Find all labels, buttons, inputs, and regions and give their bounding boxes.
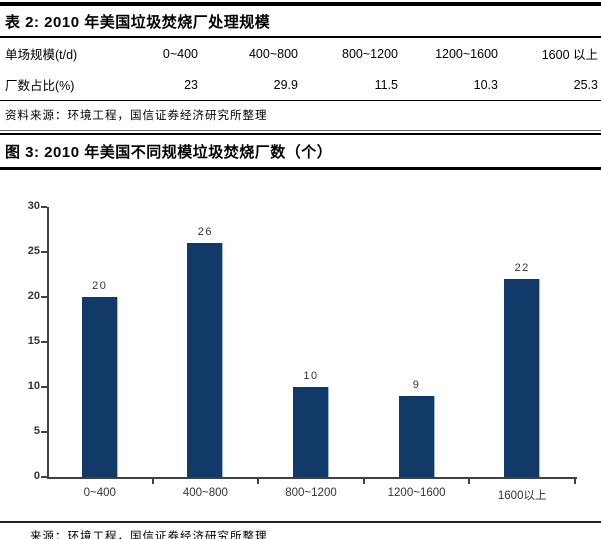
y-axis-tick xyxy=(41,206,47,208)
table-cell: 400~800 xyxy=(248,46,298,61)
y-axis-tick xyxy=(41,386,47,388)
bar-value-label: 10 xyxy=(303,370,319,382)
table-row-header: 单场规模(t/d) xyxy=(5,48,78,62)
bar xyxy=(187,243,224,477)
bar-value-label: 20 xyxy=(92,280,108,292)
bar-value-label: 9 xyxy=(412,379,421,391)
x-axis-tick xyxy=(574,479,576,484)
bar xyxy=(81,297,118,477)
y-axis-tick xyxy=(41,296,47,298)
table-title: 表 2: 2010 年美国垃圾焚烧厂处理规模 xyxy=(0,6,601,38)
table-cell: 800~1200 xyxy=(342,46,398,61)
bar-chart: 0 5 10 15 20 25 30 20 0~400 26 400~800 10 800~1200 9 1… xyxy=(0,170,601,521)
bar xyxy=(293,387,329,477)
figure-source: 来源：环境工程，国信证券经济研究所整理 xyxy=(30,531,268,539)
y-axis-tick-label: 30 xyxy=(27,200,40,212)
x-axis-category-label: 1200~1600 xyxy=(387,487,446,499)
table-cell: 25.3 xyxy=(573,77,598,92)
y-axis-tick xyxy=(41,251,47,253)
bar xyxy=(398,396,435,477)
table-cell: 10.3 xyxy=(473,77,498,92)
bar-value-label: 26 xyxy=(197,226,214,238)
table-cell: 1200~1600 xyxy=(435,46,498,61)
y-axis-tick xyxy=(41,341,47,343)
y-axis-tick-label: 15 xyxy=(27,335,40,347)
x-axis-tick xyxy=(362,479,365,484)
table-row-header: 厂数占比(%) xyxy=(5,79,75,93)
bar xyxy=(504,279,541,477)
y-axis-tick xyxy=(41,476,47,478)
x-axis-category-label: 400~800 xyxy=(182,487,228,499)
x-axis-category-label: 800~1200 xyxy=(285,487,337,499)
table-cell: 29.9 xyxy=(273,77,298,92)
bar-value-label: 22 xyxy=(514,262,530,274)
y-axis-tick-label: 25 xyxy=(27,245,40,257)
footer-divider xyxy=(0,521,601,523)
table-cell: 11.5 xyxy=(374,77,398,92)
table-cell: 23 xyxy=(184,77,198,92)
y-axis-tick xyxy=(41,431,47,433)
x-axis-tick xyxy=(468,479,471,484)
x-axis-tick xyxy=(151,479,154,484)
x-axis-category-label: 0~400 xyxy=(83,487,116,499)
table-source: 资料来源：环境工程，国信证券经济研究所整理 xyxy=(5,110,268,122)
x-axis-category-label: 1600以上 xyxy=(497,490,547,502)
x-axis-tick xyxy=(257,479,260,484)
scale-table: 单场规模(t/d) 0~400 400~800 800~1200 1200~16… xyxy=(0,38,601,101)
table-cell: 0~400 xyxy=(162,46,198,61)
section-divider xyxy=(0,130,601,131)
chart-plot-area xyxy=(47,207,577,479)
y-axis-tick-label: 20 xyxy=(27,290,40,302)
y-axis-tick-label: 10 xyxy=(27,380,40,392)
y-axis-tick-label: 5 xyxy=(33,425,40,437)
table-cell: 1600 以上 xyxy=(541,48,598,62)
section-divider xyxy=(0,133,601,135)
y-axis-tick-label: 0 xyxy=(33,470,40,482)
figure-title: 图 3: 2010 年美国不同规模垃圾焚烧厂数（个） xyxy=(0,135,601,170)
top-divider xyxy=(0,2,601,6)
